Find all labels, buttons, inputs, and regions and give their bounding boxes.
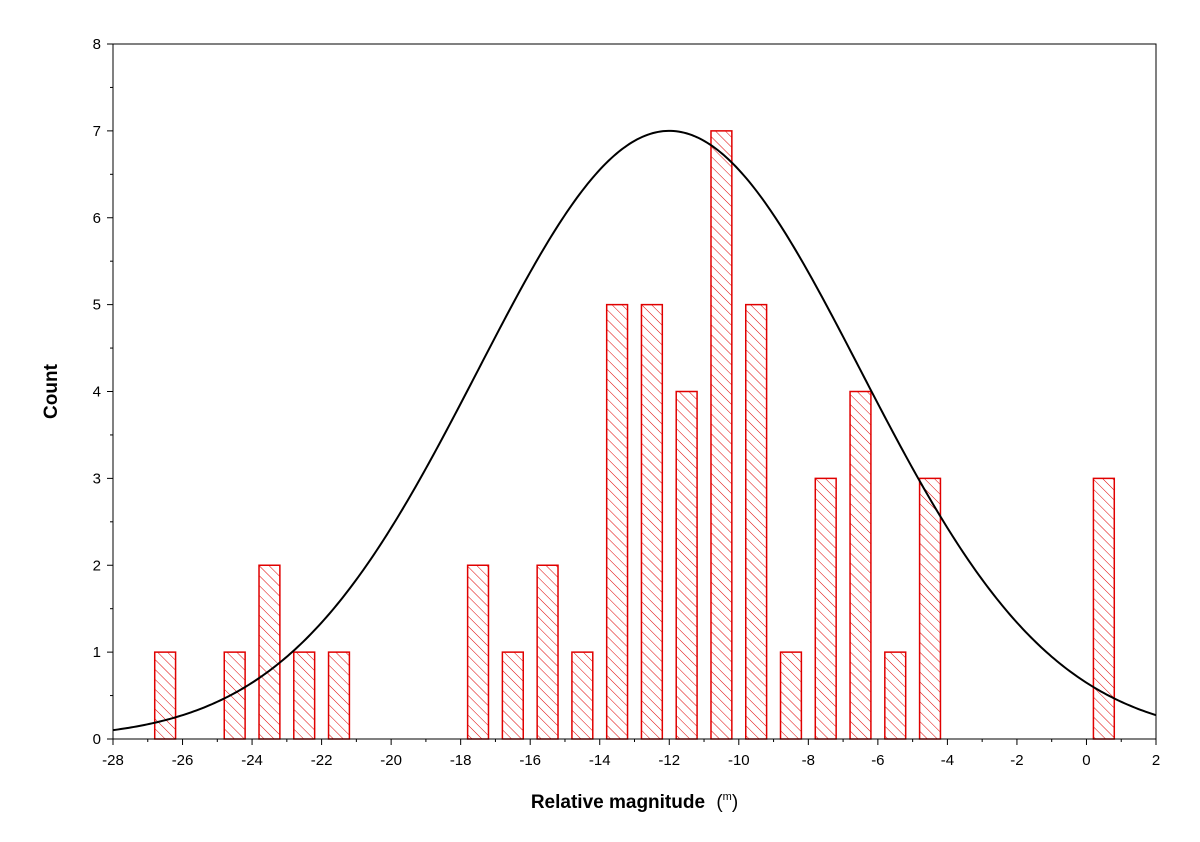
gaussian-fit-curve <box>112 129 1157 732</box>
y-axis-ticks: 0 1 2 3 4 5 6 7 8 <box>93 36 113 748</box>
histogram-bar <box>884 651 907 740</box>
histogram-bar <box>710 130 733 740</box>
y-tick-label: 1 <box>93 644 101 661</box>
x-tick-label: -22 <box>311 752 333 769</box>
x-tick-label: -16 <box>519 752 541 769</box>
x-tick-label: -28 <box>102 752 124 769</box>
histogram-bar <box>223 651 246 740</box>
histogram-bar <box>466 564 490 740</box>
x-tick-label: 2 <box>1152 752 1160 769</box>
histogram-bar <box>1092 477 1116 740</box>
x-tick-label: -4 <box>941 752 954 769</box>
y-tick-label: 4 <box>93 384 101 401</box>
x-axis-ticks: -28 -26 -24 -22 -20 -18 -16 -14 -12 -10 -8 -6 -4 -2 0 2 <box>102 739 1160 769</box>
histogram-bar <box>571 651 594 740</box>
x-axis-title: Relative magnitude (m) <box>531 791 738 813</box>
histogram-bar <box>814 477 837 740</box>
x-tick-label: 0 <box>1082 752 1090 769</box>
x-tick-label: -26 <box>172 752 194 769</box>
x-tick-label: -18 <box>450 752 472 769</box>
x-tick-label: -8 <box>802 752 815 769</box>
histogram-bar <box>501 651 524 740</box>
y-tick-label: 7 <box>93 123 101 140</box>
histogram-bar <box>675 390 698 740</box>
histogram-bar <box>293 651 316 740</box>
x-tick-label: -14 <box>589 752 611 769</box>
histogram-bar <box>536 564 559 740</box>
y-tick-label: 8 <box>93 36 101 53</box>
histogram-bar <box>918 477 942 740</box>
x-tick-label: -10 <box>728 752 750 769</box>
histogram-bar <box>640 303 664 740</box>
y-tick-label: 6 <box>93 210 101 227</box>
x-axis-unit: m <box>723 791 732 803</box>
y-tick-label: 2 <box>93 557 101 574</box>
histogram-bar <box>258 564 281 740</box>
x-tick-label: -20 <box>380 752 402 769</box>
histogram-bar <box>745 303 768 740</box>
histogram-bar <box>605 303 629 740</box>
y-axis-title: Count <box>41 363 62 419</box>
y-tick-label: 3 <box>93 470 101 487</box>
x-tick-label: -2 <box>1010 752 1023 769</box>
histogram-bar <box>327 651 351 740</box>
x-axis-title-text: Relative magnitude <box>531 792 705 813</box>
histogram-bar <box>153 651 177 740</box>
bars-group <box>153 130 1116 740</box>
fit-curve-group <box>112 129 1157 732</box>
x-tick-label: -6 <box>871 752 884 769</box>
y-tick-label: 0 <box>93 731 101 748</box>
y-tick-label: 5 <box>93 297 101 314</box>
histogram-bar <box>779 651 803 740</box>
x-tick-label: -12 <box>658 752 680 769</box>
histogram-bar <box>849 390 872 740</box>
x-tick-label: -24 <box>241 752 263 769</box>
